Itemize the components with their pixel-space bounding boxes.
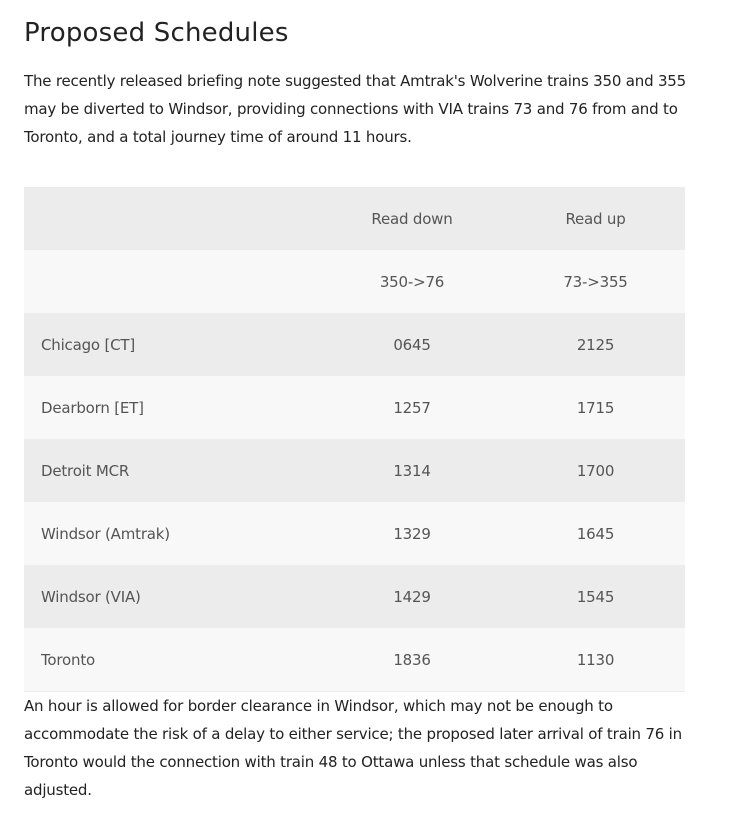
table-row: Dearborn [ET] 1257 1715 bbox=[24, 376, 685, 439]
section-heading: Proposed Schedules bbox=[24, 18, 289, 48]
read-down-cell: 1257 bbox=[393, 398, 431, 417]
station-cell: Detroit MCR bbox=[41, 461, 130, 480]
read-down-cell: 1836 bbox=[393, 650, 431, 669]
header-cell bbox=[24, 187, 318, 250]
table-row: Chicago [CT] 0645 2125 bbox=[24, 313, 685, 376]
table-header-row: Read down Read up bbox=[24, 187, 685, 250]
read-up-cell: 1130 bbox=[576, 650, 615, 669]
station-cell: Windsor (VIA) bbox=[41, 587, 141, 606]
read-up-cell: 73->355 bbox=[563, 272, 628, 291]
station-cell: Dearborn [ET] bbox=[41, 398, 144, 417]
read-up-cell: 1715 bbox=[576, 398, 615, 417]
read-down-cell: 0645 bbox=[393, 335, 431, 354]
schedule-table: Read down Read up 350->76 73->355 Chicago … bbox=[24, 187, 685, 692]
read-down-cell: 1314 bbox=[393, 461, 431, 480]
station-cell bbox=[24, 250, 318, 313]
read-down-cell: 1329 bbox=[393, 524, 431, 543]
station-cell: Windsor (Amtrak) bbox=[41, 524, 170, 543]
header-cell-read-up: Read up bbox=[565, 209, 626, 228]
read-down-cell: 350->76 bbox=[379, 272, 445, 291]
read-up-cell: 2125 bbox=[576, 335, 615, 354]
read-up-cell: 1545 bbox=[576, 587, 615, 606]
station-cell: Chicago [CT] bbox=[41, 335, 135, 354]
table-row: Toronto 1836 1130 bbox=[24, 628, 685, 692]
table-row: Windsor (Amtrak) 1329 1645 bbox=[24, 502, 685, 565]
station-cell: Toronto bbox=[41, 650, 95, 669]
table-row: Windsor (VIA) 1429 1545 bbox=[24, 565, 685, 628]
header-cell-read-down: Read down bbox=[371, 209, 453, 228]
read-down-cell: 1429 bbox=[393, 587, 431, 606]
read-up-cell: 1700 bbox=[576, 461, 615, 480]
read-up-cell: 1645 bbox=[576, 524, 615, 543]
intro-paragraph: The recently released briefing note sugg… bbox=[24, 72, 686, 146]
outro-paragraph: An hour is allowed for border clearance … bbox=[24, 697, 682, 799]
table-row: Detroit MCR 1314 1700 bbox=[24, 439, 685, 502]
table-row: 350->76 73->355 bbox=[24, 250, 685, 313]
